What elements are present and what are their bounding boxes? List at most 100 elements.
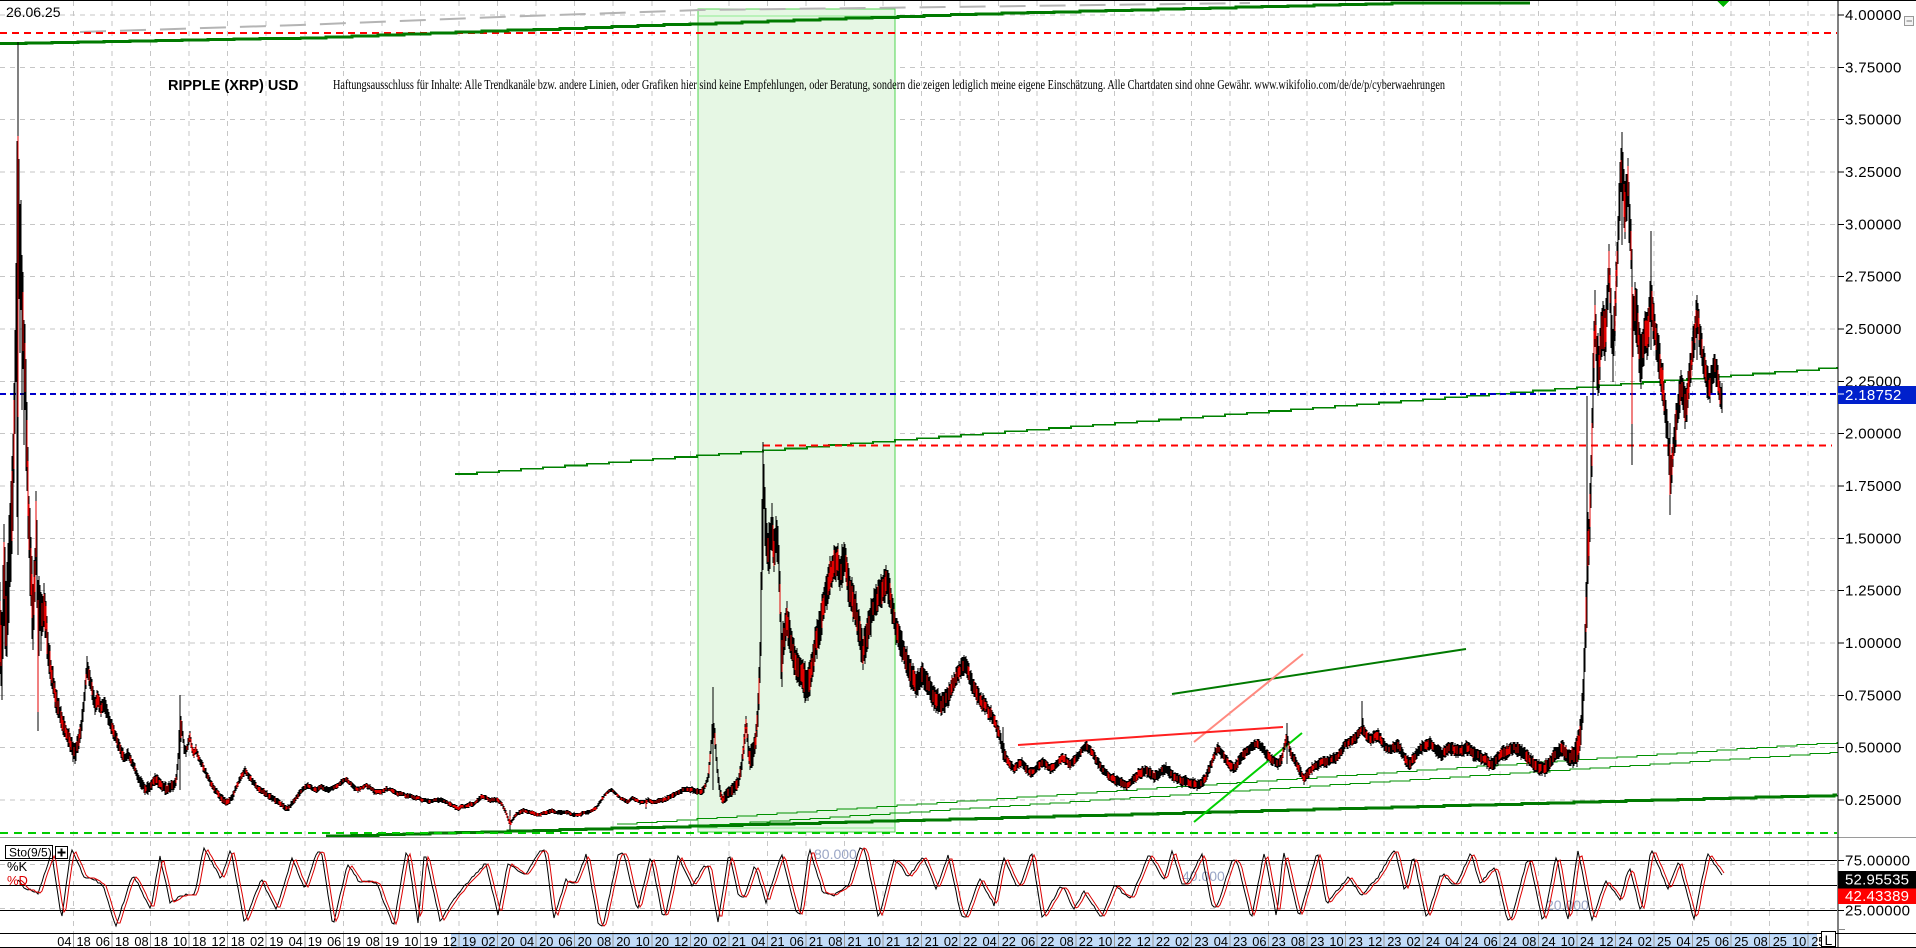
svg-text:2.75000: 2.75000 (1845, 269, 1902, 286)
svg-text:06: 06 (96, 934, 110, 948)
svg-text:04: 04 (57, 934, 71, 948)
svg-text:2.18752: 2.18752 (1845, 387, 1902, 404)
svg-text:19: 19 (462, 934, 476, 948)
svg-text:12: 12 (674, 934, 688, 948)
svg-text:23: 23 (1310, 934, 1324, 948)
svg-text:18: 18 (77, 934, 91, 948)
svg-text:52.95535: 52.95535 (1845, 872, 1909, 889)
svg-text:1.75000: 1.75000 (1845, 478, 1902, 495)
svg-text:22: 22 (1002, 934, 1016, 948)
svg-text:04: 04 (1445, 934, 1459, 948)
svg-text:02: 02 (1407, 934, 1421, 948)
svg-text:21: 21 (809, 934, 823, 948)
svg-text:19: 19 (346, 934, 360, 948)
svg-text:04: 04 (1214, 934, 1228, 948)
svg-text:12: 12 (1137, 934, 1151, 948)
svg-text:02: 02 (481, 934, 495, 948)
svg-text:06: 06 (790, 934, 804, 948)
svg-text:2.00000: 2.00000 (1845, 426, 1902, 443)
svg-text:19: 19 (269, 934, 283, 948)
svg-text:10: 10 (867, 934, 881, 948)
svg-text:06: 06 (1484, 934, 1498, 948)
svg-text:0.75000: 0.75000 (1845, 687, 1902, 704)
svg-text:24: 24 (1580, 934, 1594, 948)
svg-text:21: 21 (925, 934, 939, 948)
svg-text:06: 06 (1715, 934, 1729, 948)
svg-text:10: 10 (1792, 934, 1806, 948)
svg-text:20: 20 (578, 934, 592, 948)
svg-text:12: 12 (211, 934, 225, 948)
svg-text:1.25000: 1.25000 (1845, 583, 1902, 600)
svg-text:20: 20 (655, 934, 669, 948)
svg-text:08: 08 (134, 934, 148, 948)
svg-text:06: 06 (558, 934, 572, 948)
svg-text:24: 24 (1619, 934, 1633, 948)
svg-text:3.25000: 3.25000 (1845, 164, 1902, 181)
svg-text:Haftungsausschluss für Inhalte: Haftungsausschluss für Inhalte: Alle Tre… (333, 77, 1445, 92)
svg-text:08: 08 (1753, 934, 1767, 948)
svg-text:08: 08 (1291, 934, 1305, 948)
svg-text:3.50000: 3.50000 (1845, 112, 1902, 129)
svg-text:25.00000: 25.00000 (1845, 903, 1910, 920)
svg-text:24: 24 (1541, 934, 1555, 948)
svg-text:04: 04 (520, 934, 534, 948)
svg-text:18: 18 (231, 934, 245, 948)
svg-text:02: 02 (944, 934, 958, 948)
svg-text:18: 18 (192, 934, 206, 948)
svg-text:08: 08 (366, 934, 380, 948)
svg-text:19: 19 (423, 934, 437, 948)
svg-text:0.50000: 0.50000 (1845, 740, 1902, 757)
svg-text:04: 04 (982, 934, 996, 948)
svg-text:24: 24 (1464, 934, 1478, 948)
svg-text:08: 08 (828, 934, 842, 948)
svg-text:02: 02 (1638, 934, 1652, 948)
svg-text:2.50000: 2.50000 (1845, 321, 1902, 338)
svg-text:02: 02 (250, 934, 264, 948)
svg-text:1.00000: 1.00000 (1845, 635, 1902, 652)
svg-text:22: 22 (1079, 934, 1093, 948)
svg-text:20: 20 (501, 934, 515, 948)
svg-text:L: L (1825, 932, 1833, 948)
svg-text:02: 02 (713, 934, 727, 948)
svg-text:24: 24 (1426, 934, 1440, 948)
svg-text:75.00000: 75.00000 (1845, 853, 1910, 870)
svg-text:3.75000: 3.75000 (1845, 59, 1902, 76)
svg-text:24: 24 (1503, 934, 1517, 948)
svg-text:12: 12 (905, 934, 919, 948)
svg-text:08: 08 (597, 934, 611, 948)
svg-text:06: 06 (1021, 934, 1035, 948)
svg-text:22: 22 (1117, 934, 1131, 948)
svg-text:10: 10 (1561, 934, 1575, 948)
svg-text:10: 10 (1329, 934, 1343, 948)
svg-text:42.43389: 42.43389 (1845, 888, 1909, 905)
svg-text:21: 21 (886, 934, 900, 948)
svg-text:12: 12 (443, 934, 457, 948)
svg-text:08: 08 (1522, 934, 1536, 948)
svg-text:10: 10 (404, 934, 418, 948)
svg-text:04: 04 (289, 934, 303, 948)
svg-text:10: 10 (636, 934, 650, 948)
svg-text:20: 20 (539, 934, 553, 948)
svg-text:21: 21 (732, 934, 746, 948)
svg-text:0.25000: 0.25000 (1845, 792, 1902, 809)
svg-text:18: 18 (115, 934, 129, 948)
svg-text:19: 19 (385, 934, 399, 948)
svg-text:04: 04 (751, 934, 765, 948)
svg-text:10: 10 (1098, 934, 1112, 948)
svg-text:06: 06 (1252, 934, 1266, 948)
svg-text:4.00000: 4.00000 (1845, 7, 1902, 24)
svg-text:20: 20 (616, 934, 630, 948)
svg-text:80.000: 80.000 (814, 846, 857, 862)
svg-text:23: 23 (1194, 934, 1208, 948)
svg-text:21: 21 (848, 934, 862, 948)
svg-text:22: 22 (1156, 934, 1170, 948)
svg-text:06: 06 (327, 934, 341, 948)
svg-text:25: 25 (1657, 934, 1671, 948)
svg-text:25: 25 (1773, 934, 1787, 948)
svg-text:19: 19 (308, 934, 322, 948)
svg-text:26.06.25: 26.06.25 (6, 4, 61, 20)
svg-text:20: 20 (693, 934, 707, 948)
svg-text:21: 21 (770, 934, 784, 948)
svg-text:25: 25 (1696, 934, 1710, 948)
svg-text:%D: %D (7, 873, 28, 888)
